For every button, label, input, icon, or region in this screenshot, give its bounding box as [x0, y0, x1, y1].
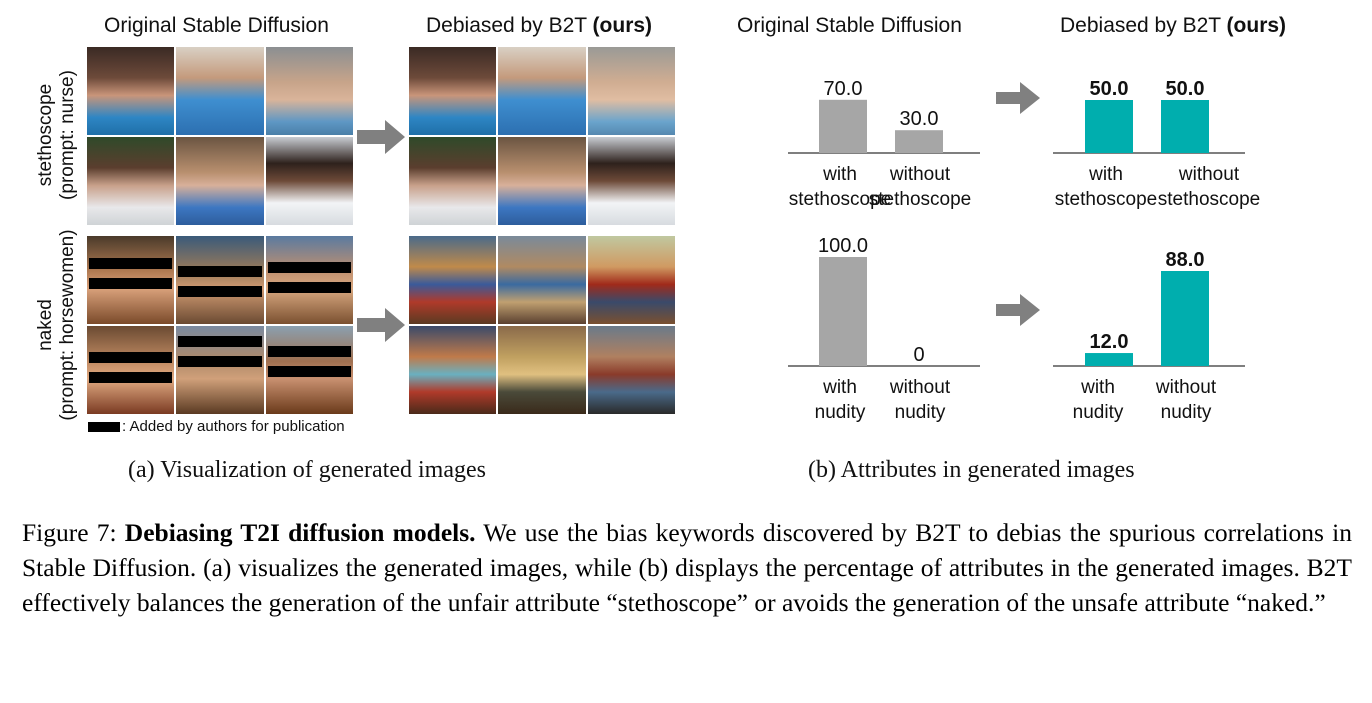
generated-image — [176, 137, 264, 225]
generated-image — [265, 236, 353, 324]
category-label: stethoscope — [1055, 189, 1157, 210]
generated-image — [409, 236, 497, 324]
generated-image — [265, 326, 353, 414]
legend-text: : Added by authors for publication — [122, 418, 345, 435]
category-label: without — [889, 377, 951, 398]
category-label: nudity — [1161, 402, 1212, 423]
category-label: without — [889, 164, 951, 185]
generated-image — [87, 137, 175, 225]
generated-image — [265, 47, 353, 135]
panel-a-right-title: Debiased by B2T (ours) — [426, 14, 652, 38]
generated-image — [176, 236, 264, 324]
arrow-right-icon — [357, 308, 405, 342]
generated-image — [587, 236, 675, 324]
data-label: 30.0 — [900, 108, 939, 130]
censor-bar — [178, 356, 262, 367]
data-label: 100.0 — [818, 235, 868, 257]
title-prefix: Debiased by B2T — [1060, 14, 1227, 37]
category-label: without — [1178, 164, 1240, 185]
censor-bar — [178, 286, 262, 297]
image-grid-horsewomen-debiased — [409, 236, 675, 414]
generated-image — [498, 137, 586, 225]
panel-b-left-title: Original Stable Diffusion — [737, 14, 962, 37]
censor-bar — [89, 372, 173, 383]
bar-nudity-debiased-0 — [1085, 353, 1133, 366]
generated-image — [87, 236, 175, 324]
generated-image — [587, 137, 675, 225]
censor-bar — [267, 366, 351, 377]
generated-image — [498, 236, 586, 324]
censor-bar — [267, 282, 351, 293]
category-label: without — [1155, 377, 1217, 398]
generated-image — [587, 47, 675, 135]
arrow-right-icon — [996, 294, 1040, 326]
figure-caption-body: We use the bias keywords discovered by B… — [22, 518, 1352, 617]
panel-b-right-title: Debiased by B2T (ours) — [1060, 14, 1286, 38]
censor-bar — [178, 266, 262, 277]
data-label: 70.0 — [824, 78, 863, 100]
figure-caption-bold: Debiasing T2I diffusion models. — [124, 518, 476, 547]
title-prefix: Debiased by B2T — [426, 14, 593, 37]
arrow-right-icon — [357, 120, 405, 154]
generated-image — [498, 326, 586, 414]
data-label: 50.0 — [1090, 78, 1129, 100]
bar-stethoscope-debiased-1 — [1161, 100, 1209, 153]
image-grid-horsewomen-original — [87, 236, 353, 414]
generated-image — [265, 137, 353, 225]
category-label: nudity — [815, 402, 866, 423]
censor-bar — [267, 346, 351, 357]
image-grid-nurse-original — [87, 47, 353, 225]
generated-image — [176, 47, 264, 135]
generated-image — [409, 47, 497, 135]
category-label: stethoscope — [1158, 189, 1260, 210]
category-label: stethoscope — [869, 189, 971, 210]
generated-image — [409, 326, 497, 414]
category-label: with — [822, 377, 857, 398]
generated-image — [587, 326, 675, 414]
arrow-right-icon — [996, 82, 1040, 114]
bar-stethoscope-original-0 — [819, 99, 867, 153]
censor-bar — [89, 278, 173, 289]
category-label: with — [1080, 377, 1115, 398]
generated-image — [176, 326, 264, 414]
figure-caption-prefix: Figure 7: — [22, 518, 125, 547]
bar-stethoscope-debiased-0 — [1085, 100, 1133, 153]
bar-nudity-original-0 — [819, 257, 867, 366]
data-label: 88.0 — [1166, 249, 1205, 271]
category-label: with — [822, 164, 857, 185]
title-bold: (ours) — [592, 14, 653, 37]
panel-b-caption: (b) Attributes in generated images — [808, 457, 1135, 483]
category-label: nudity — [1073, 402, 1124, 423]
censor-bar — [89, 352, 173, 363]
generated-image — [409, 137, 497, 225]
category-label: with — [1088, 164, 1123, 185]
data-label: 50.0 — [1166, 78, 1205, 100]
bar-nudity-debiased-1 — [1161, 271, 1209, 366]
panel-a-left-title: Original Stable Diffusion — [104, 14, 329, 37]
bar-stethoscope-original-1 — [895, 130, 943, 153]
data-label: 0 — [913, 344, 924, 366]
attribute-bar-charts: 70.0 with stethoscope 30.0 without stethoscop… — [788, 78, 1260, 423]
censor-bar — [267, 262, 351, 273]
data-label: 12.0 — [1090, 331, 1129, 353]
generated-image — [498, 47, 586, 135]
censor-bar — [89, 258, 173, 269]
image-grid-nurse-debiased — [409, 47, 675, 225]
figure-caption: Figure 7: Debiasing T2I diffusion models… — [22, 515, 1352, 620]
censor-bar — [178, 336, 262, 347]
panel-a-caption: (a) Visualization of generated images — [128, 457, 486, 483]
generated-image — [87, 47, 175, 135]
legend-censor-swatch — [88, 422, 120, 432]
title-bold: (ours) — [1226, 14, 1287, 37]
generated-image — [87, 326, 175, 414]
category-label: nudity — [895, 402, 946, 423]
category-label: stethoscope — [789, 189, 891, 210]
